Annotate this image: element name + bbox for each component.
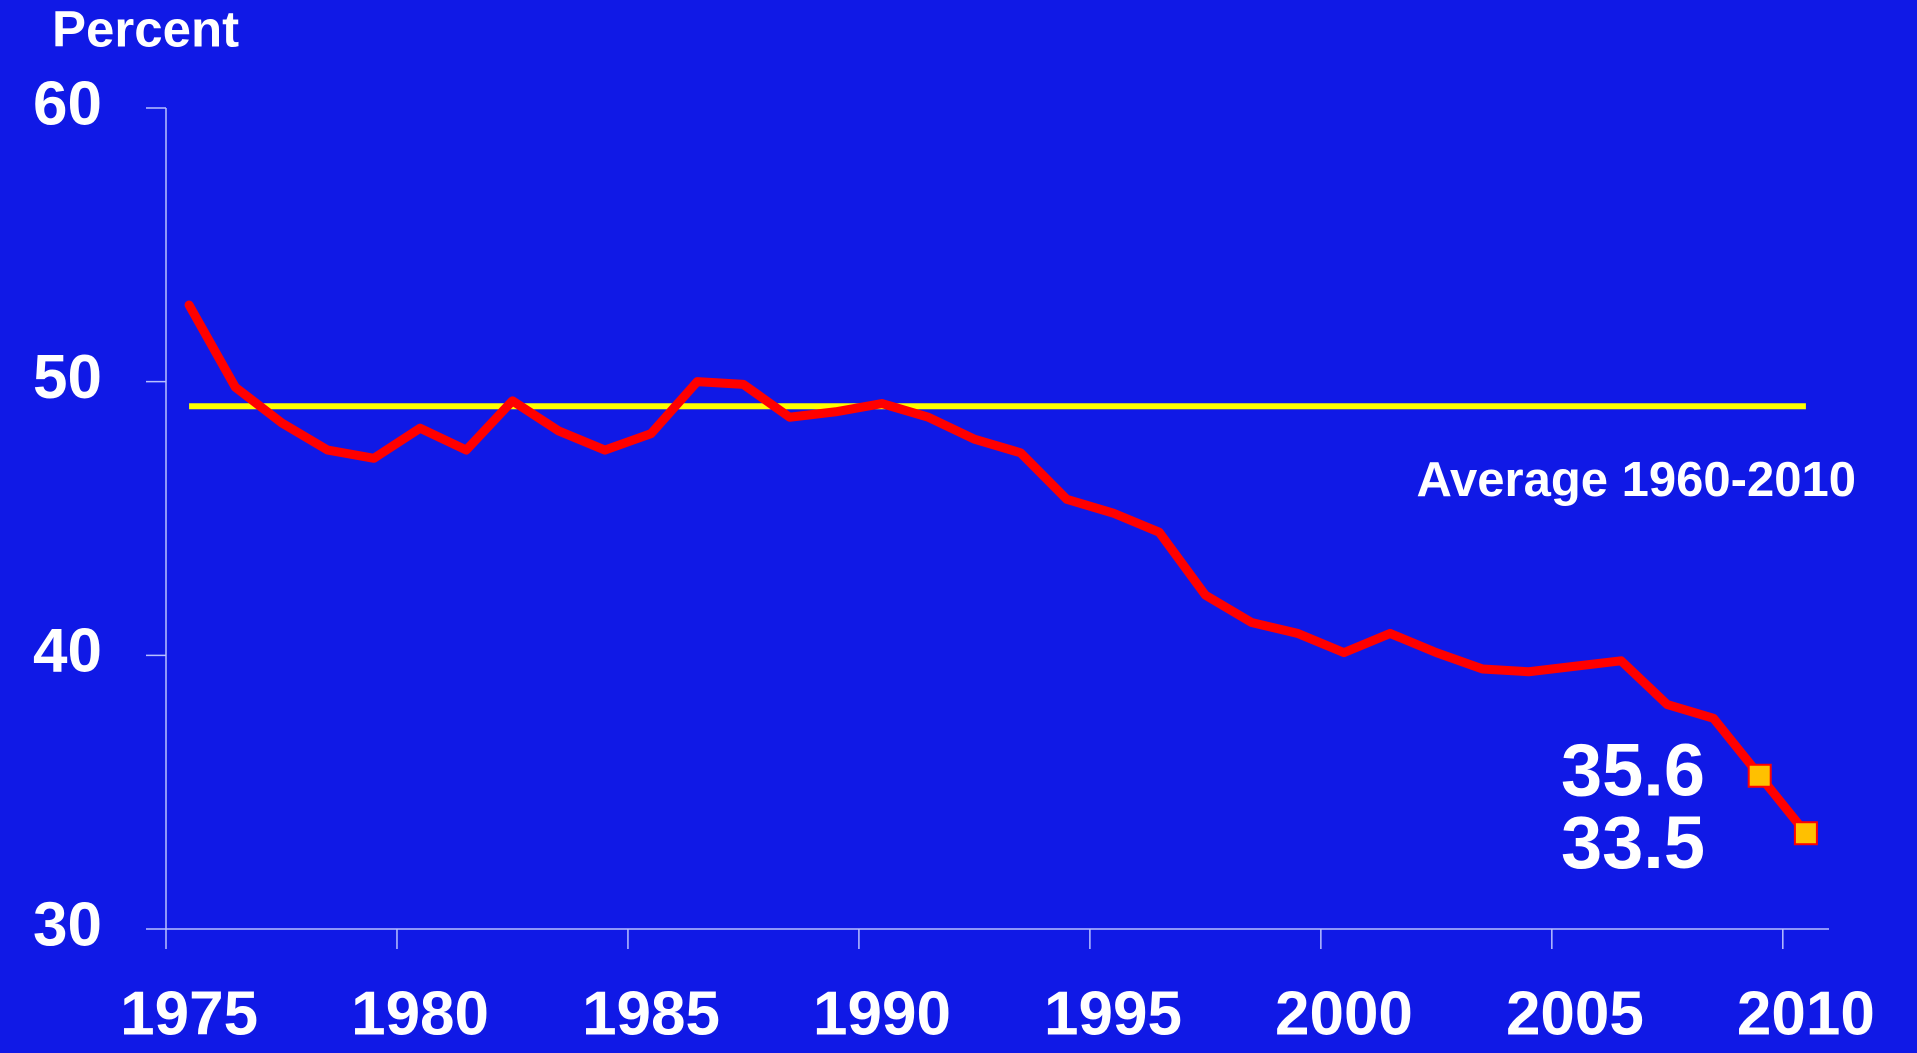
y-tick-label: 60 xyxy=(33,69,102,138)
x-tick-label: 1975 xyxy=(120,979,258,1048)
y-tick-label: 30 xyxy=(33,890,102,959)
x-tick-label: 2005 xyxy=(1506,979,1644,1048)
data-label: 33.5 xyxy=(1561,801,1705,884)
x-tick-label: 2010 xyxy=(1737,979,1875,1048)
data-line xyxy=(184,300,1811,838)
y-tick-label: 40 xyxy=(33,617,102,686)
data-marker xyxy=(1747,763,1772,788)
x-tick-label: 1980 xyxy=(351,979,489,1048)
x-tick-label: 1990 xyxy=(813,979,951,1048)
x-tick-label: 1995 xyxy=(1044,979,1182,1048)
data-marker xyxy=(1793,821,1818,846)
x-tick-label: 1985 xyxy=(582,979,720,1048)
x-tick-label: 2000 xyxy=(1275,979,1413,1048)
reference-label: Average 1960-2010 xyxy=(1416,453,1856,507)
data-label: 35.6 xyxy=(1561,728,1705,811)
y-tick-label: 50 xyxy=(33,343,102,412)
y-axis-label: Percent xyxy=(52,0,239,57)
